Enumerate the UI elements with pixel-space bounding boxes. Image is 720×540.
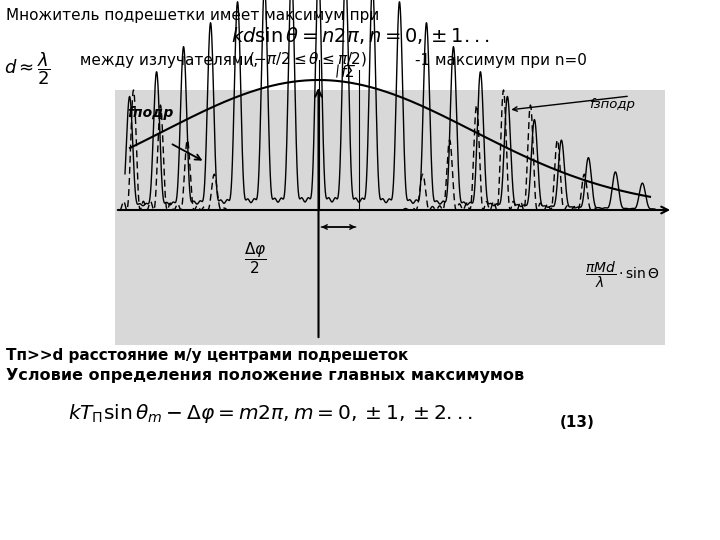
Text: $\dfrac{\Delta\varphi}{2}$: $\dfrac{\Delta\varphi}{2}$ — [243, 240, 266, 276]
Text: Множитель подрешетки имеет максимум при: Множитель подрешетки имеет максимум при — [6, 8, 379, 23]
Text: (13): (13) — [560, 415, 595, 430]
Text: $\dfrac{\pi Md}{\lambda} \cdot \sin\Theta$: $\dfrac{\pi Md}{\lambda} \cdot \sin\Thet… — [585, 260, 660, 291]
Text: $\left(-\pi/2 \leq \theta \leq \pi/2\right)$: $\left(-\pi/2 \leq \theta \leq \pi/2\rig… — [248, 50, 367, 68]
Text: fзподр: fзподр — [589, 98, 635, 111]
Text: -1 максимум при n=0: -1 максимум при n=0 — [415, 53, 587, 68]
FancyBboxPatch shape — [115, 90, 665, 345]
Text: Условие определения положение главных максимумов: Условие определения положение главных ма… — [6, 368, 524, 383]
Text: Тп>>d расстояние м/у центрами подрешеток: Тп>>d расстояние м/у центрами подрешеток — [6, 348, 408, 363]
Text: между излучателями,: между излучателями, — [75, 53, 258, 68]
Text: fΣ: fΣ — [341, 65, 356, 80]
Text: $kd \sin\theta = n2\pi, n = 0, \pm1...$: $kd \sin\theta = n2\pi, n = 0, \pm1...$ — [231, 25, 489, 46]
Text: $kT_{\Pi} \sin\theta_m - \Delta\varphi = m2\pi, m = 0, \pm1, \pm2...$: $kT_{\Pi} \sin\theta_m - \Delta\varphi =… — [68, 402, 472, 425]
Text: $d \approx \dfrac{\lambda}{2}$: $d \approx \dfrac{\lambda}{2}$ — [4, 50, 51, 86]
Text: fподр: fподр — [127, 106, 174, 120]
